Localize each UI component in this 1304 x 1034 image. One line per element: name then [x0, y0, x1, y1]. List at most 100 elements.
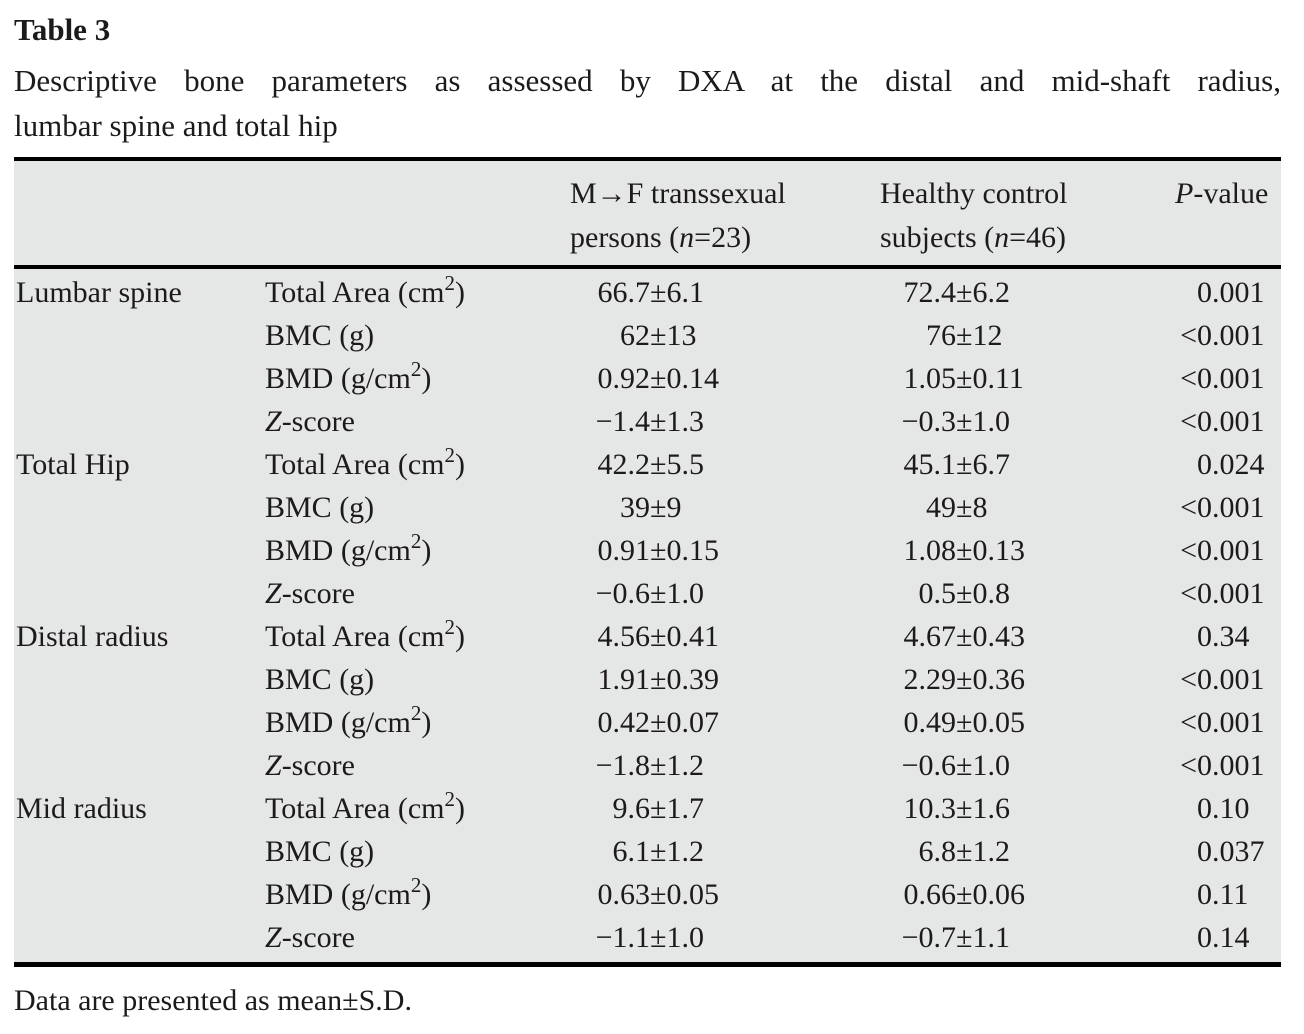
header-col-pvalue: P-value — [1175, 177, 1269, 210]
p-value-cell: 0.001 — [1175, 276, 1281, 310]
p-number: 0.001 — [1197, 662, 1265, 696]
hc-value-cell: 0.49±0.05 — [880, 706, 1175, 740]
table-row: BMC (g) 6.1±1.2 6.8±1.2 0.037 — [14, 830, 1281, 873]
mean-value: 10.3 — [903, 791, 957, 825]
mean-value: 72.4 — [903, 275, 957, 309]
mean-value: −1.4 — [595, 404, 650, 438]
parameter-cell: Total Area (cm2) — [265, 270, 465, 309]
p-value-cell: <0.001 — [1175, 534, 1281, 568]
table-title: Table 3 — [14, 12, 111, 47]
mean-value: 42.2 — [597, 447, 651, 481]
p-number: 0.001 — [1197, 748, 1265, 782]
p-prefix: < — [1180, 404, 1197, 438]
mean-value: 1.08 — [903, 533, 957, 567]
parameter-cell: BMD (g/cm2) — [265, 700, 432, 739]
mean-value: 9.6 — [612, 791, 651, 825]
p-prefix: < — [1180, 318, 1197, 352]
sd-value: 0.05 — [972, 705, 1025, 739]
mf-value-cell: 62±13 — [570, 319, 880, 353]
plus-minus-sign: ± — [650, 318, 667, 352]
header-col-control-group: Healthy control subjects (n=46) — [880, 172, 1175, 260]
plus-minus-sign: ± — [956, 662, 973, 696]
header-hc-line2: subjects (n=46) — [880, 221, 1067, 254]
mean-value: 0.66 — [903, 877, 957, 911]
parameter-cell: BMD (g/cm2) — [265, 528, 432, 567]
mean-value: 0.49 — [903, 705, 957, 739]
plus-minus-sign: ± — [650, 834, 667, 868]
parameter-cell: Z-score — [265, 920, 355, 954]
parameter-variable: Z — [265, 920, 282, 954]
sd-value: 1.6 — [972, 791, 1010, 825]
sd-value: 0.14 — [666, 361, 719, 395]
p-prefix: < — [1180, 490, 1197, 524]
plus-minus-sign: ± — [956, 791, 973, 825]
p-number: 0.34 — [1197, 619, 1250, 653]
mf-value-cell: 4.56±0.41 — [570, 620, 880, 654]
mf-value-cell: 9.6±1.7 — [570, 792, 880, 826]
p-number: 0.001 — [1197, 275, 1265, 309]
sd-value: 1.2 — [666, 748, 704, 782]
sd-value: 1.2 — [666, 834, 704, 868]
header-mf-line1: M→F transsexual — [570, 177, 786, 210]
p-value-cell: 0.10 — [1175, 792, 1281, 826]
sd-value: 0.15 — [666, 533, 719, 567]
mf-value-cell: −1.1±1.0 — [570, 921, 880, 955]
table-header-row: M→F transsexual persons (n=23) Healthy c… — [14, 161, 1281, 265]
sd-value: 1.0 — [972, 748, 1010, 782]
sd-value: 1.0 — [666, 920, 704, 954]
header-divider-rule — [14, 265, 1281, 269]
sd-value: 1.1 — [972, 920, 1010, 954]
p-value-cell: <0.001 — [1175, 405, 1281, 439]
plus-minus-sign: ± — [650, 447, 667, 481]
mean-value: 2.29 — [903, 662, 957, 696]
p-value-cell: 0.024 — [1175, 448, 1281, 482]
superscript: 2 — [444, 786, 456, 811]
mean-value: −0.3 — [901, 404, 956, 438]
p-number: 0.024 — [1197, 447, 1265, 481]
plus-minus-sign: ± — [956, 619, 973, 653]
mean-value: 0.91 — [597, 533, 651, 567]
sd-value: 13 — [666, 318, 697, 352]
sd-value: 0.36 — [972, 662, 1025, 696]
mean-value: 6.8 — [918, 834, 957, 868]
sd-value: 0.07 — [666, 705, 719, 739]
plus-minus-sign: ± — [956, 490, 973, 524]
p-value-cell: <0.001 — [1175, 706, 1281, 740]
hc-value-cell: −0.3±1.0 — [880, 405, 1175, 439]
p-value-cell: <0.001 — [1175, 577, 1281, 611]
sd-value: 0.05 — [666, 877, 719, 911]
hc-value-cell: 76±12 — [880, 319, 1175, 353]
region-cell: Mid radius — [16, 791, 147, 825]
table-footnote: Data are presented as mean±S.D. — [14, 984, 412, 1017]
mf-value-cell: −1.8±1.2 — [570, 749, 880, 783]
parameter-variable: Z — [265, 748, 282, 782]
sd-value: 6.7 — [972, 447, 1010, 481]
caption-line-1: Descriptive bone parameters as assessed … — [14, 63, 1281, 98]
hc-value-cell: 6.8±1.2 — [880, 835, 1175, 869]
sd-value: 0.13 — [972, 533, 1025, 567]
p-prefix: < — [1180, 705, 1197, 739]
header-hc-line1: Healthy control — [880, 177, 1068, 210]
table-top-rule — [14, 157, 1281, 161]
plus-minus-sign: ± — [956, 533, 973, 567]
sd-value: 0.43 — [972, 619, 1025, 653]
p-number: 0.001 — [1197, 705, 1265, 739]
hc-value-cell: 1.08±0.13 — [880, 534, 1175, 568]
table-row: Z-score −1.4±1.3 −0.3±1.0 <0.001 — [14, 400, 1281, 443]
table-row: Lumbar spine Total Area (cm2) 66.7±6.1 7… — [14, 271, 1281, 314]
mean-value: 62 — [620, 318, 650, 352]
parameter-cell: Total Area (cm2) — [265, 786, 465, 825]
plus-minus-sign: ± — [956, 404, 973, 438]
mean-value: 66.7 — [597, 275, 651, 309]
mean-value: −0.7 — [901, 920, 956, 954]
data-table: M→F transsexual persons (n=23) Healthy c… — [14, 157, 1281, 967]
p-value-cell: 0.14 — [1175, 921, 1281, 955]
table-row: Z-score −1.8±1.2 −0.6±1.0 <0.001 — [14, 744, 1281, 787]
superscript: 2 — [410, 528, 422, 553]
hc-value-cell: 4.67±0.43 — [880, 620, 1175, 654]
mean-value: 4.67 — [903, 619, 957, 653]
sd-value: 0.39 — [666, 662, 719, 696]
table-row: Z-score −1.1±1.0 −0.7±1.1 0.14 — [14, 916, 1281, 959]
p-number: 0.14 — [1197, 920, 1250, 954]
parameter-cell: Z-score — [265, 404, 355, 438]
